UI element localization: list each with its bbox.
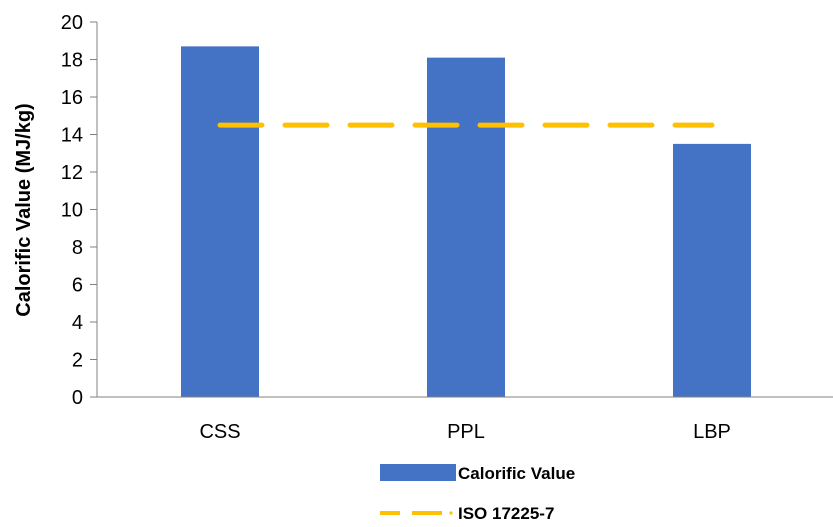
legend-label-calorific-value: Calorific Value xyxy=(458,464,575,483)
y-tick-label-14: 14 xyxy=(61,125,83,147)
y-axis-title: Calorific Value (MJ/kg) xyxy=(13,103,35,316)
x-tick-label-css: CSS xyxy=(199,421,240,443)
legend-label-iso-17225-7: ISO 17225-7 xyxy=(458,504,554,523)
y-tick-label-4: 4 xyxy=(72,312,83,334)
bar-css xyxy=(181,46,259,397)
y-tick-label-18: 18 xyxy=(61,50,83,72)
y-axis-ticks: 0 2 4 6 8 10 12 14 16 18 20 xyxy=(61,12,97,409)
y-tick-label-8: 8 xyxy=(72,237,83,259)
axes xyxy=(96,22,833,398)
x-tick-label-ppl: PPL xyxy=(447,421,485,443)
x-tick-label-lbp: LBP xyxy=(693,421,731,443)
legend: Calorific Value ISO 17225-7 xyxy=(380,464,575,523)
y-tick-label-12: 12 xyxy=(61,162,83,184)
y-tick-label-0: 0 xyxy=(72,387,83,409)
x-axis-ticks: CSS PPL LBP xyxy=(199,421,730,443)
y-tick-label-20: 20 xyxy=(61,12,83,34)
y-tick-label-16: 16 xyxy=(61,87,83,109)
legend-swatch-calorific-value xyxy=(380,464,456,481)
bars xyxy=(181,46,751,397)
bar-ppl xyxy=(427,57,505,397)
y-tick-label-6: 6 xyxy=(72,275,83,297)
legend-swatch-iso-dot xyxy=(449,511,453,515)
bar-lbp xyxy=(673,143,751,397)
y-tick-label-10: 10 xyxy=(61,200,83,222)
y-tick-label-2: 2 xyxy=(72,350,83,372)
